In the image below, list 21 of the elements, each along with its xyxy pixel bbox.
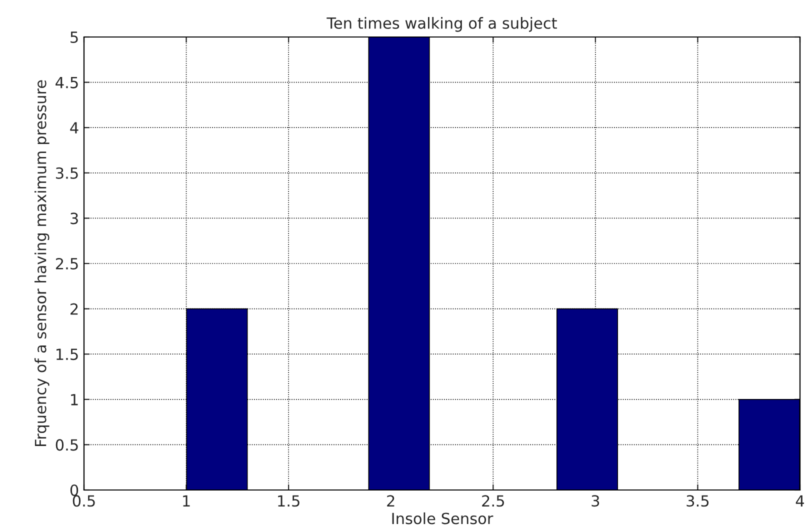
y-tick-label: 2	[70, 303, 78, 315]
y-tick-label: 4	[70, 122, 78, 134]
x-tick-label: 3	[592, 495, 600, 507]
y-tick-label: 4.5	[56, 76, 78, 88]
y-tick-label: 2.5	[56, 258, 78, 270]
y-axis-title: Frquency of a sensor having maximum pressure	[34, 80, 50, 446]
y-tick-label: 3	[70, 212, 78, 224]
x-axis-title: Insole Sensor	[392, 512, 494, 524]
y-tick-label: 0.5	[56, 439, 78, 451]
y-tick-label: 1	[71, 394, 78, 406]
x-tick-label: 2	[387, 495, 394, 506]
x-tick-label: 1	[183, 495, 190, 506]
x-tick-label: 2.5	[482, 495, 504, 507]
x-tick-label: 3.5	[686, 495, 709, 507]
x-tick-label: 4	[796, 495, 804, 506]
y-tick-label: 1.5	[56, 348, 78, 360]
chart-title: Ten times walking of a subject	[326, 17, 557, 32]
y-tick-label: 0	[70, 484, 78, 496]
y-tick-label: 3.5	[56, 167, 78, 179]
y-tick-label: 5	[70, 32, 78, 44]
x-tick-label: 1.5	[278, 495, 300, 507]
